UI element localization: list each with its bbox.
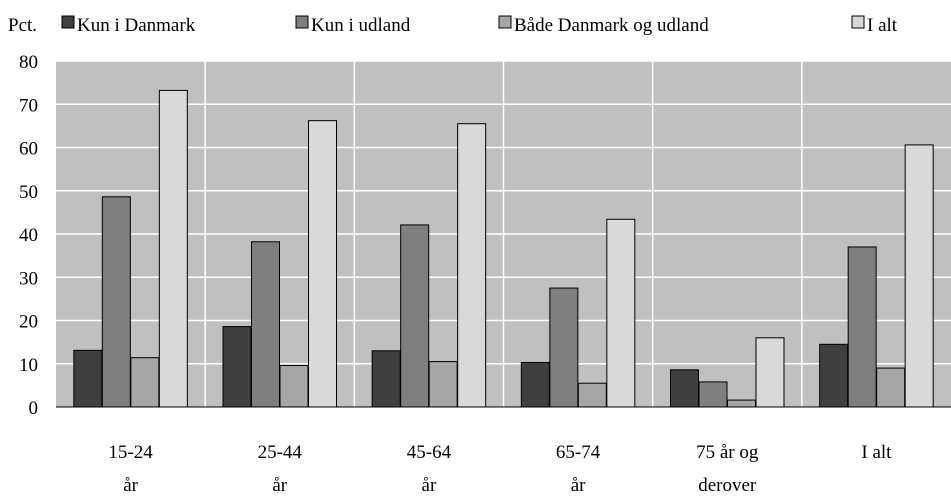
- y-axis: 0 10 20 30 40 50 60 70 80: [19, 52, 951, 419]
- x-tick-label: 65-74: [556, 442, 601, 463]
- y-tick-label: 0: [29, 398, 39, 419]
- bars: [73, 89, 934, 408]
- bar-1-6: [819, 343, 849, 408]
- x-tick-label: derover: [698, 475, 757, 496]
- x-tick-label: år: [123, 475, 138, 496]
- bar-2-4: [549, 287, 579, 408]
- legend-swatch: [498, 15, 512, 29]
- bar-1-2: [222, 326, 252, 408]
- y-tick-label: 60: [19, 139, 38, 160]
- x-tick-label: 45-64: [407, 442, 452, 463]
- bar-3-3: [428, 361, 458, 408]
- y-tick-label: 80: [19, 52, 38, 73]
- bar-4-3: [457, 123, 487, 408]
- bar-4-4: [606, 218, 636, 408]
- x-tick-label: I alt: [861, 442, 892, 463]
- bar-2-3: [400, 224, 430, 408]
- gridlines: [56, 60, 951, 407]
- bar-2-1: [101, 196, 131, 408]
- y-axis-label: Pct.: [8, 15, 37, 36]
- x-tick-label: år: [422, 475, 437, 496]
- bar-3-5: [727, 399, 756, 408]
- legend-label: Kun i udland: [311, 15, 411, 36]
- x-tick-label: 15-24: [108, 442, 153, 463]
- y-tick-label: 10: [19, 355, 38, 376]
- bar-2-5: [698, 381, 728, 408]
- bar-4-6: [904, 144, 934, 408]
- bar-3-1: [130, 357, 160, 408]
- x-tick-label: 75 år og: [696, 442, 759, 463]
- legend-swatch: [851, 15, 865, 29]
- bar-3-4: [577, 382, 607, 408]
- bar-2-2: [251, 241, 280, 408]
- bar-3-6: [876, 367, 906, 408]
- x-tick-label: år: [272, 475, 287, 496]
- y-tick-label: 70: [19, 95, 38, 116]
- legend: Pct. Kun i Danmark Kun i udland Både Danma…: [8, 15, 898, 36]
- y-tick-label: 40: [19, 225, 38, 246]
- x-tick-label: år: [571, 475, 586, 496]
- x-axis: 15-24 år 25-44 år 45-64 år 65-74 år 75 år og dero…: [108, 442, 892, 496]
- bar-4-1: [158, 89, 188, 408]
- bar-4-5: [755, 337, 785, 408]
- bar-1-3: [371, 350, 401, 408]
- legend-swatch: [295, 15, 309, 29]
- x-tick-label: 25-44: [258, 442, 303, 463]
- bar-4-2: [308, 120, 337, 408]
- bar-1-4: [520, 361, 550, 408]
- bar-2-6: [847, 246, 877, 408]
- bar-3-2: [279, 364, 309, 408]
- bar-1-5: [670, 369, 699, 408]
- legend-label: Kun i Danmark: [77, 15, 196, 36]
- y-tick-label: 20: [19, 312, 38, 333]
- y-tick-label: 30: [19, 268, 38, 289]
- bar-1-1: [73, 349, 103, 408]
- y-tick-label: 50: [19, 182, 38, 203]
- legend-swatch: [61, 15, 75, 29]
- legend-label: I alt: [867, 15, 898, 36]
- legend-label: Både Danmark og udland: [514, 15, 709, 36]
